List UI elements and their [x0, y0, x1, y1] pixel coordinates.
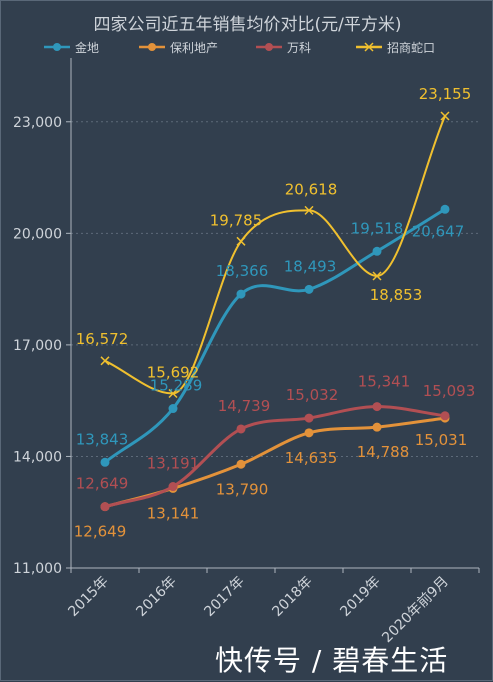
x-tick-label: 2020年前9月: [379, 573, 452, 646]
data-label: 12,649: [74, 523, 127, 541]
watermark-text: 快传号 / 碧春生活: [215, 644, 449, 677]
y-tick-label: 14,000: [13, 449, 62, 465]
data-point: [100, 457, 110, 467]
data-point: [236, 289, 246, 299]
data-point: [372, 402, 382, 412]
x-tick-label: 2018年: [269, 574, 315, 620]
x-tick-label: 2019年: [337, 574, 383, 620]
data-point: [168, 482, 178, 492]
series-line: [104, 405, 446, 509]
legend-label: 招商蛇口: [387, 40, 436, 55]
legend-swatch: [256, 43, 282, 51]
y-tick-label: 17,000: [13, 338, 62, 354]
legend-label: 保利地产: [170, 40, 219, 55]
data-point: [372, 271, 382, 281]
data-label: 15,289: [150, 377, 203, 395]
legend-item[interactable]: 金地: [44, 39, 99, 55]
data-label: 14,635: [285, 449, 338, 467]
data-point: [304, 284, 314, 294]
data-label: 19,785: [210, 211, 263, 229]
data-label: 18,493: [284, 257, 337, 275]
data-point: [100, 356, 110, 366]
y-tick-label: 23,000: [13, 115, 62, 131]
x-tick-label: 2015年: [65, 574, 111, 620]
data-label: 16,572: [76, 330, 129, 348]
y-tick-label: 20,000: [13, 226, 62, 242]
data-label: 15,031: [415, 431, 468, 449]
data-point: [440, 411, 450, 421]
legend-swatch: [139, 43, 165, 51]
data-point: [372, 422, 382, 432]
series-line: [104, 115, 446, 395]
data-label: 20,618: [285, 180, 338, 198]
data-label: 23,155: [419, 85, 472, 103]
legend-swatch: [44, 43, 70, 51]
legend-item[interactable]: 保利地产: [139, 39, 218, 55]
data-point: [372, 246, 382, 256]
data-point: [168, 404, 178, 414]
data-point: [236, 236, 246, 246]
x-tick-label: 2016年: [133, 574, 179, 620]
data-point: [236, 424, 246, 434]
legend-item[interactable]: 万科: [256, 39, 311, 55]
data-label: 13,191: [147, 455, 200, 473]
data-label: 19,518: [351, 219, 404, 237]
legend-item[interactable]: 招商蛇口: [356, 39, 435, 55]
data-point: [168, 388, 178, 399]
data-label: 15,341: [358, 373, 411, 391]
data-label: 18,853: [370, 286, 423, 304]
data-point: [236, 459, 246, 469]
chart-title: 四家公司近五年销售均价对比(元/平方米): [93, 15, 402, 35]
data-point: [304, 413, 314, 423]
legend-label: 金地: [75, 40, 100, 55]
data-label: 18,366: [216, 262, 269, 280]
data-label: 13,790: [216, 480, 269, 498]
data-point: [100, 502, 110, 512]
data-point: [304, 205, 314, 215]
data-label: 15,093: [423, 382, 476, 400]
data-label: 15,032: [286, 386, 339, 404]
legend-label: 万科: [287, 40, 312, 55]
legend-swatch: [356, 42, 382, 52]
data-label: 12,649: [76, 475, 129, 493]
data-label: 14,739: [218, 397, 271, 415]
legend: 金地 保利地产 万科 招商蛇口: [1, 39, 493, 55]
data-point: [304, 428, 314, 438]
data-label: 13,141: [147, 504, 200, 522]
data-label: 13,843: [76, 430, 129, 448]
data-label: 20,647: [412, 222, 465, 240]
x-tick-label: 2017年: [201, 574, 247, 620]
data-label: 14,788: [357, 443, 410, 461]
y-tick-label: 11,000: [13, 561, 62, 577]
data-label: 15,692: [147, 364, 200, 382]
data-point: [440, 111, 450, 121]
data-point: [440, 204, 450, 214]
